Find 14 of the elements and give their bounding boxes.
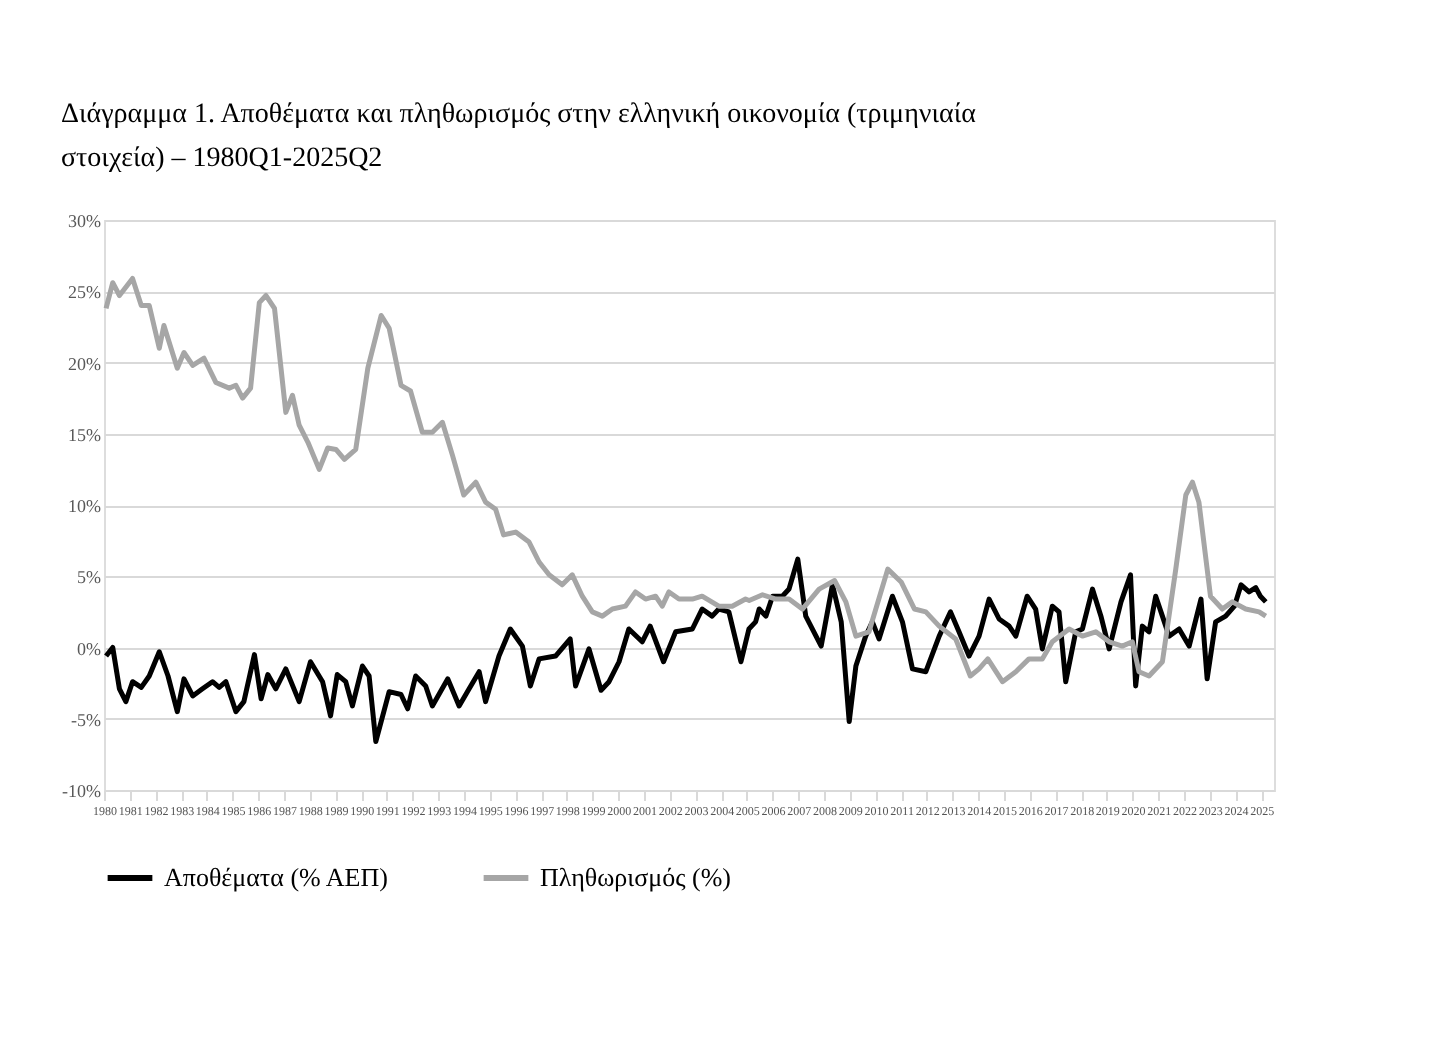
chart-title: Διάγραμμα 1. Αποθέματα και πληθωρισμός στην ελληνική οικονομία (τριμηνιαία στοιχεία) – 1980Q1-2025Q2 [61,100,978,174]
y-tick-label: 30% [68,211,102,231]
y-tick-label: -5% [71,709,102,730]
line-series [103,275,1269,685]
legend-label: Αποθέματα (% ΑΕΠ) [164,862,388,892]
y-tick-label: 25% [68,282,102,303]
y-tick-label: -10% [62,781,102,801]
y-tick-label: 15% [68,424,102,445]
y-tick-label: 20% [68,353,102,374]
line-series [103,556,1269,745]
legend-label: Πληθωρισμός (%) [540,862,732,892]
y-tick-label: 0% [77,638,102,659]
y-tick-label: 10% [68,496,102,516]
y-tick-label: 5% [77,567,102,588]
